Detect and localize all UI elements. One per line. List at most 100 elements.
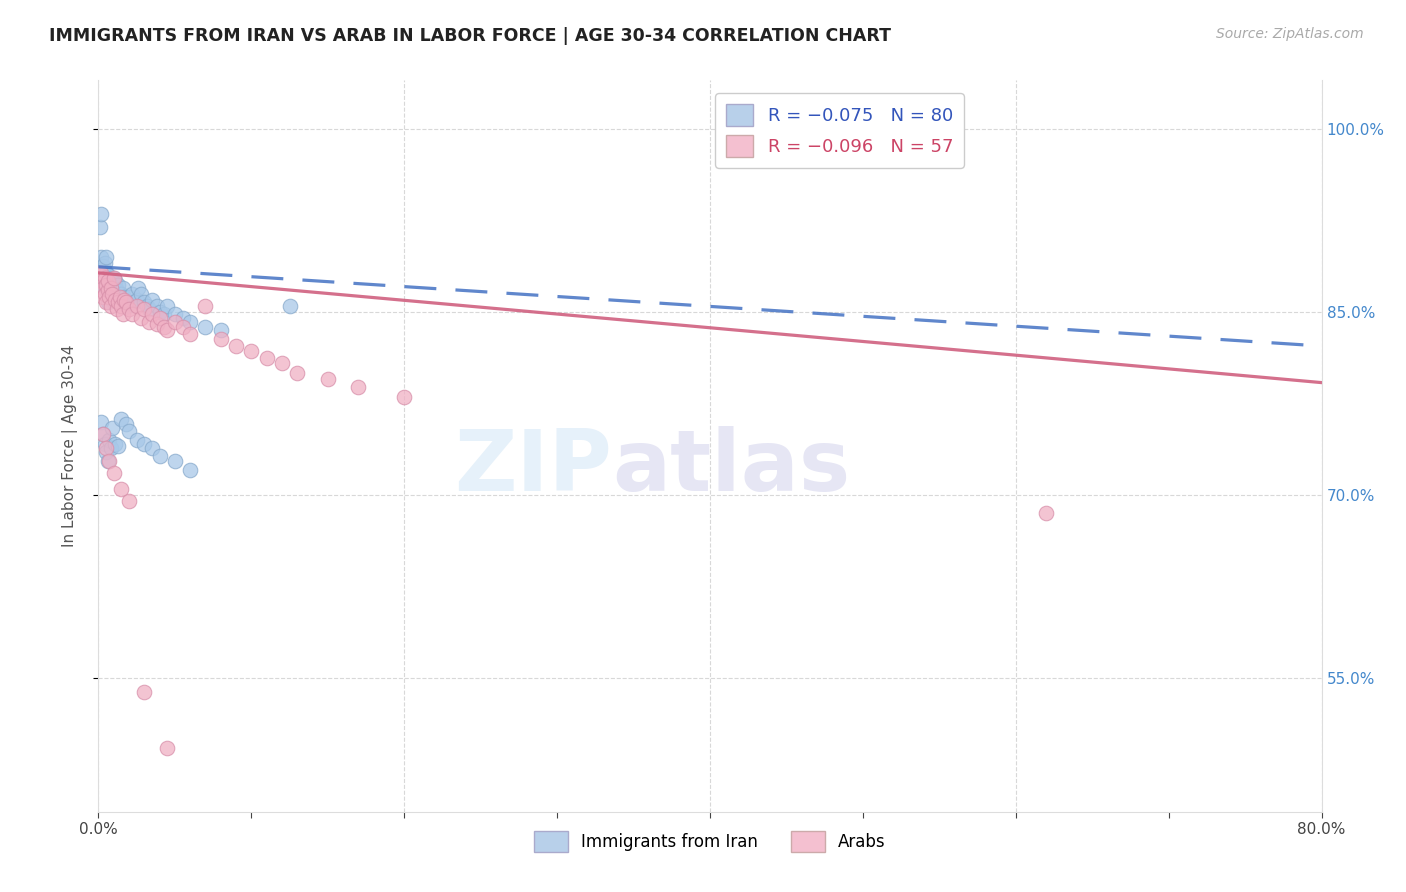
Point [285,366,308,380]
Point [179,326,201,341]
Point [94,266,117,280]
Point [316,372,339,386]
Point [94,278,117,293]
Point [149,311,172,326]
Point [125,299,148,313]
Point [136,299,159,313]
Point [91,266,114,280]
Point [91,274,114,288]
Point [149,305,172,319]
Point [100,280,122,294]
Point [118,302,141,317]
Point [1035,506,1057,520]
Point [98,286,121,301]
Point [115,295,138,310]
Point [91,426,114,441]
Point [163,307,186,321]
Point [105,302,128,317]
Point [392,390,416,404]
Point [98,274,121,288]
Point [101,274,124,288]
Point [108,290,131,304]
Point [194,299,217,313]
Point [93,274,115,288]
Point [91,262,114,277]
Point [145,317,167,331]
Point [103,286,125,301]
Point [112,293,135,307]
Point [97,274,120,288]
Point [110,412,132,426]
Point [103,466,125,480]
Point [101,293,124,307]
Point [97,283,120,297]
Point [121,286,143,301]
Point [91,290,114,304]
Point [104,293,127,307]
Point [105,283,128,297]
Point [97,268,120,283]
Point [138,302,160,317]
Point [94,283,117,297]
Point [93,436,115,450]
Point [156,741,179,756]
Point [134,302,156,317]
Point [91,259,114,273]
Point [93,270,115,285]
Point [145,299,167,313]
Point [125,293,148,307]
Point [101,421,124,435]
Point [156,299,179,313]
Point [256,351,278,366]
Point [107,439,129,453]
Point [89,268,111,283]
Point [138,315,160,329]
Point [129,311,152,326]
Point [134,295,156,310]
Point [93,256,115,270]
Point [270,356,292,370]
Point [240,343,263,358]
Point [93,286,115,301]
Point [94,295,117,310]
Point [97,453,120,467]
Point [134,685,156,699]
Point [172,311,194,326]
Point [134,436,156,450]
Point [98,290,121,304]
Point [94,445,117,459]
Point [153,307,176,321]
Point [90,207,112,221]
Point [153,319,176,334]
Point [225,339,247,353]
Point [111,280,134,294]
Point [103,270,125,285]
Point [278,299,301,313]
Point [107,295,129,310]
Text: atlas: atlas [612,426,851,509]
Point [108,295,131,310]
Point [179,463,201,477]
Point [141,442,163,456]
Point [111,307,134,321]
Point [100,270,122,285]
Point [90,274,112,288]
Point [100,280,122,294]
Point [104,274,127,288]
Point [179,315,201,329]
Point [107,278,129,293]
Point [209,332,232,346]
Point [122,295,145,310]
Text: IMMIGRANTS FROM IRAN VS ARAB IN LABOR FORCE | AGE 30-34 CORRELATION CHART: IMMIGRANTS FROM IRAN VS ARAB IN LABOR FO… [49,27,891,45]
Point [94,442,117,456]
Y-axis label: In Labor Force | Age 30-34: In Labor Force | Age 30-34 [62,344,77,548]
Point [98,280,121,294]
Point [118,290,141,304]
Point [163,315,186,329]
Point [89,219,111,234]
Point [94,270,117,285]
Point [100,442,122,456]
Point [141,293,163,307]
Point [100,299,122,313]
Point [100,290,122,304]
